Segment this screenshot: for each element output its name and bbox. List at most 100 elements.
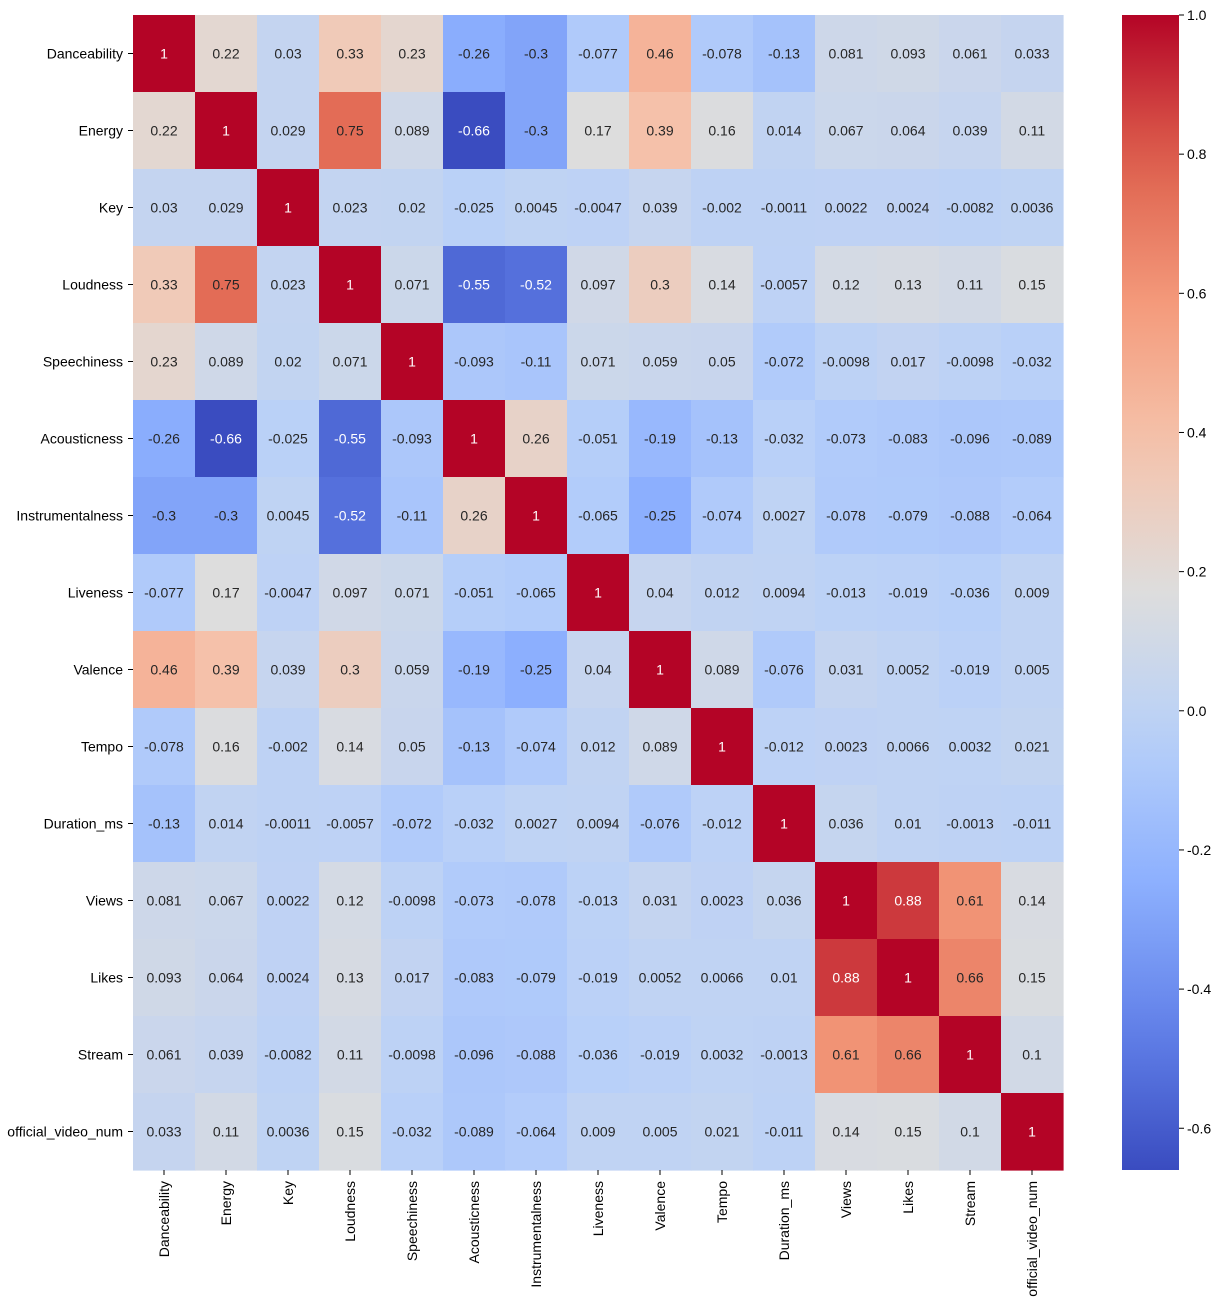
- cell-value-label: 0.11: [1019, 123, 1045, 139]
- heatmap-cell-duration-ms-views: [815, 785, 878, 863]
- cell-value-label: 0.064: [890, 123, 925, 139]
- heatmap-cell-acousticness-tempo: [691, 400, 754, 478]
- heatmap-cell-official-video-num-valence: [629, 1093, 692, 1171]
- cell-value-label: -0.13: [768, 46, 800, 62]
- cell-value-label: -0.0047: [264, 585, 312, 601]
- cell-value-label: 0.0022: [825, 200, 868, 216]
- heatmap-cell-likes-valence: [629, 939, 692, 1017]
- heatmap-cell-official-video-num-tempo: [691, 1093, 754, 1171]
- cell-value-label: -0.089: [454, 1124, 494, 1140]
- heatmap-cell-official-video-num-stream: [939, 1093, 1002, 1171]
- cell-value-label: 0.02: [398, 200, 425, 216]
- heatmap-cell-speechiness-views: [815, 323, 878, 401]
- heatmap-cell-views-speechiness: [381, 862, 444, 940]
- cell-value-label: 0.01: [770, 970, 797, 986]
- heatmap-cell-energy-loudness: [319, 92, 382, 170]
- heatmap-cell-views-acousticness: [443, 862, 506, 940]
- colorbar-tick-label: 1.0: [1187, 7, 1207, 23]
- y-tick-label-stream: Stream: [78, 1047, 123, 1063]
- heatmap-cell-danceability-key: [257, 15, 320, 93]
- heatmap-cell-speechiness-duration-ms: [753, 323, 816, 401]
- heatmap-cell-likes-loudness: [319, 939, 382, 1017]
- cell-value-label: 0.13: [894, 277, 921, 293]
- heatmap-cell-labels: 1 0.22 0.03 0.33 0.23 -0.26 -0.3 -0.077 0.46 -0.0…: [144, 46, 1053, 1140]
- heatmap-cell-liveness-acousticness: [443, 554, 506, 632]
- heatmap-cell-key-liveness: [567, 169, 630, 247]
- cell-value-label: 0.071: [394, 277, 429, 293]
- heatmap-cell-likes-official-video-num: [1001, 939, 1064, 1017]
- heatmap-cell-loudness-speechiness: [381, 246, 444, 324]
- cell-value-label: 0.097: [580, 277, 615, 293]
- cell-value-label: 0.021: [704, 1124, 739, 1140]
- heatmap-cell-likes-danceability: [133, 939, 196, 1017]
- cell-value-label: -0.019: [640, 1047, 680, 1063]
- cell-value-label: -0.093: [392, 431, 432, 447]
- heatmap-cell-tempo-stream: [939, 708, 1002, 786]
- heatmap-cell-duration-ms-valence: [629, 785, 692, 863]
- cell-value-label: -0.13: [706, 431, 738, 447]
- cell-value-label: 0.029: [208, 200, 243, 216]
- cell-value-label: 0.23: [398, 46, 425, 62]
- cell-value-label: 0.0024: [267, 970, 310, 986]
- cell-value-label: 0.46: [646, 46, 673, 62]
- heatmap-cell-duration-ms-danceability: [133, 785, 196, 863]
- cell-value-label: 1: [842, 893, 850, 909]
- heatmap-cell-tempo-acousticness: [443, 708, 506, 786]
- heatmap-cell-duration-ms-energy: [195, 785, 258, 863]
- heatmap-cell-danceability-valence: [629, 15, 692, 93]
- cell-value-label: -0.13: [458, 739, 490, 755]
- heatmap-cell-instrumentalness-tempo: [691, 477, 754, 555]
- y-tick-label-views: Views: [86, 893, 123, 909]
- cell-value-label: 0.039: [952, 123, 987, 139]
- colorbar-gradient: [1122, 15, 1179, 1170]
- cell-value-label: -0.036: [578, 1047, 618, 1063]
- heatmap-cell-key-stream: [939, 169, 1002, 247]
- heatmap-cell-loudness-loudness: [319, 246, 382, 324]
- cell-value-label: 0.12: [832, 277, 859, 293]
- cell-value-label: -0.0098: [388, 893, 436, 909]
- cell-value-label: -0.012: [764, 739, 804, 755]
- heatmap-cell-instrumentalness-likes: [877, 477, 940, 555]
- heatmap-cell-views-energy: [195, 862, 258, 940]
- x-axis-tick-labels: Danceability Energy Key Loudness Speechiness…: [156, 1170, 1040, 1297]
- heatmap-cell-instrumentalness-duration-ms: [753, 477, 816, 555]
- cell-value-label: 0.61: [956, 893, 983, 909]
- heatmap-cell-duration-ms-key: [257, 785, 320, 863]
- cell-value-label: -0.032: [392, 1124, 432, 1140]
- heatmap-cell-liveness-loudness: [319, 554, 382, 632]
- cell-value-label: -0.088: [950, 508, 990, 524]
- heatmap-cell-liveness-stream: [939, 554, 1002, 632]
- y-tick-label-danceability: Danceability: [47, 46, 123, 62]
- heatmap-cell-loudness-key: [257, 246, 320, 324]
- heatmap-cell-loudness-tempo: [691, 246, 754, 324]
- heatmap-cell-loudness-energy: [195, 246, 258, 324]
- heatmap-cell-danceability-liveness: [567, 15, 630, 93]
- cell-value-label: -0.065: [516, 585, 556, 601]
- cell-value-label: 0.0036: [1011, 200, 1054, 216]
- heatmap-cell-official-video-num-acousticness: [443, 1093, 506, 1171]
- cell-value-label: 0.071: [580, 354, 615, 370]
- cell-value-label: 0.3: [650, 277, 670, 293]
- colorbar-tick-label: -0.4: [1187, 981, 1211, 997]
- cell-value-label: -0.0011: [761, 200, 808, 216]
- cell-value-label: -0.073: [454, 893, 494, 909]
- heatmap-cell-loudness-instrumentalness: [505, 246, 568, 324]
- cell-value-label: -0.076: [640, 816, 680, 832]
- cell-value-label: 0.15: [1018, 277, 1045, 293]
- heatmap-cell-instrumentalness-stream: [939, 477, 1002, 555]
- colorbar-tick-label: 0.6: [1187, 285, 1207, 301]
- cell-value-label: -0.0057: [760, 277, 808, 293]
- heatmap-cell-stream-stream: [939, 1016, 1002, 1094]
- cell-value-label: -0.25: [644, 508, 676, 524]
- heatmap-cell-views-valence: [629, 862, 692, 940]
- cell-value-label: -0.66: [458, 123, 490, 139]
- heatmap-cell-likes-liveness: [567, 939, 630, 1017]
- heatmap-cell-valence-stream: [939, 631, 1002, 709]
- heatmap-cell-key-duration-ms: [753, 169, 816, 247]
- heatmap-cell-acousticness-duration-ms: [753, 400, 816, 478]
- heatmap-cell-key-key: [257, 169, 320, 247]
- cell-value-label: 0.26: [522, 431, 549, 447]
- cell-value-label: 0.014: [208, 816, 243, 832]
- cell-value-label: 0.13: [336, 970, 363, 986]
- heatmap-cell-official-video-num-loudness: [319, 1093, 382, 1171]
